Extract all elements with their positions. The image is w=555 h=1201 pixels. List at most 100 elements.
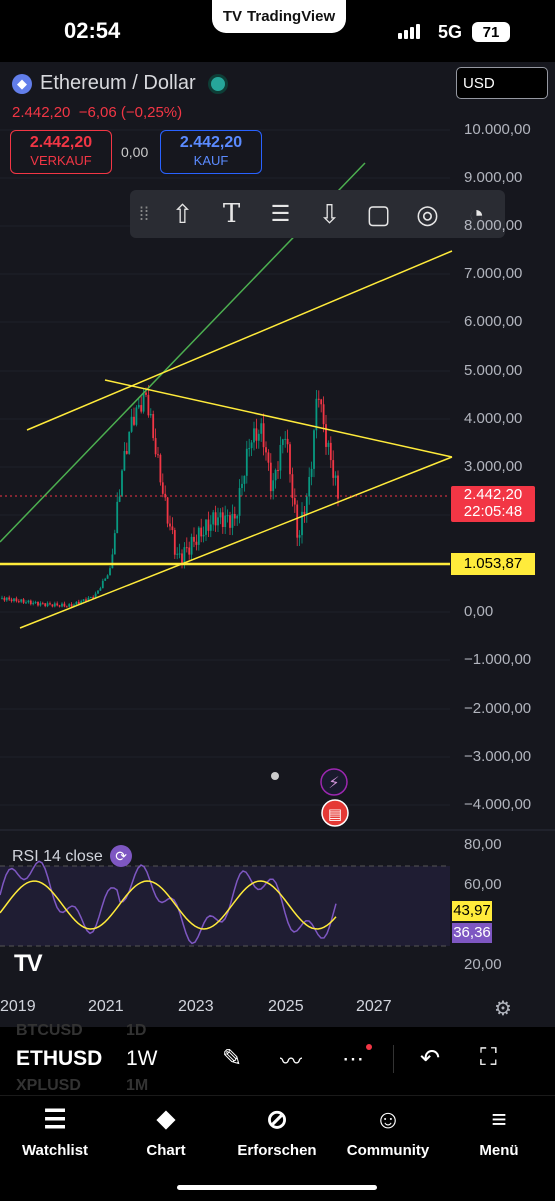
arrow-down-icon[interactable]: ⇩ [318,198,341,229]
candle-body [94,593,97,599]
candle-body [13,598,15,602]
candle-body [68,604,71,607]
price-chart[interactable]: ⚡ ▤ [0,62,555,1027]
text-tool-icon[interactable]: T [222,199,241,229]
candle-body [53,603,56,607]
nav-label: Community [346,1142,430,1159]
candle-body [327,442,330,447]
symbol-title[interactable]: Ethereum / Dollar [40,72,196,94]
spread-value: 0,00 [121,144,149,160]
price-axis-label: −4.000,00 [464,796,532,813]
fib-tool-icon[interactable]: ☰ [270,201,291,226]
candle-body [269,462,272,492]
nav-label: Menü [479,1142,519,1159]
nav-watchlist[interactable]: ☰ Watchlist [0,1100,110,1160]
candle-body [250,442,253,449]
candle-body [20,599,23,602]
symbol-below[interactable]: XPLUSD [16,1077,81,1094]
compass-icon: ⊘ [266,1103,288,1134]
more-icon[interactable]: ⋯ [342,1046,364,1071]
candle-body [236,515,239,519]
rsi-band [0,866,450,946]
undo-icon[interactable]: ↶ [420,1045,441,1072]
triangle-lower-line [19,456,453,629]
price-axis-label: −2.000,00 [464,700,532,717]
candle-body [29,600,32,605]
price-change: −6,06 (−0,25%) [78,104,183,121]
price-axis-label: −1.000,00 [464,651,532,668]
candle-body [212,512,215,525]
candle-body [171,526,174,531]
buy-label: KAUF [193,153,229,168]
settings-gear-icon[interactable]: ⚙ [494,998,512,1020]
circle-tool-icon[interactable]: ◎ [416,198,439,229]
triangle-upper-line [104,379,453,458]
currency-select[interactable]: USD [456,67,548,99]
buy-button[interactable]: 2.442,20 KAUF [160,130,262,174]
candle-body [97,590,99,594]
candles [1,385,339,608]
candle-body [46,603,49,607]
nav-community[interactable]: ☺ Community [333,1100,443,1160]
candle-body [34,602,37,604]
fullscreen-icon[interactable]: ⛶ [480,1044,497,1071]
candle-body [157,454,159,456]
candle-body [188,547,191,555]
candle-body [231,513,234,528]
candle-body [22,599,25,603]
candle-body [296,504,299,538]
candle-body [89,596,92,598]
indicators-icon[interactable]: 〰 [280,1049,303,1074]
signal-icon [398,24,420,39]
candle-body [197,527,200,545]
candle-body [185,547,188,549]
candle-body [308,476,311,497]
sell-button[interactable]: 2.442,20 VERKAUF [10,130,112,174]
drag-handle-icon[interactable]: ⁞⁞ [138,203,149,224]
refresh-icon[interactable]: ⟳ [110,845,133,867]
candle-body [219,512,222,518]
candle-body [99,588,102,591]
brush-icon[interactable]: ✎ [222,1045,243,1072]
arrow-up-icon[interactable]: ⇧ [171,198,194,229]
candle-body [332,460,335,478]
price-axis-label: 6.000,00 [464,313,523,330]
candle-body [293,498,296,505]
candle-body [229,515,231,528]
svg-text:⚡: ⚡ [328,773,339,792]
candle-body [140,405,143,412]
arc-tool-icon[interactable]: ◔ [468,198,485,229]
price-axis-label: −3.000,00 [464,748,532,765]
candle-body [315,398,318,431]
timeframe-above[interactable]: 1D [126,1022,147,1039]
tradingview-pill[interactable]: TV TradingView [212,0,346,33]
candle-body [17,601,20,603]
symbol-selector[interactable]: ETHUSD [16,1047,103,1070]
symbol-above[interactable]: BTCUSD [16,1022,83,1039]
upper-channel-line [26,250,453,431]
rsi-label[interactable]: RSI 14 close ⟳ [12,845,133,867]
last-price: 2.442,20 [12,104,71,121]
nav-label: Watchlist [21,1142,89,1159]
bottom-controls [0,1027,555,1095]
candle-body [190,536,193,555]
rectangle-tool-icon[interactable]: ▢ [366,198,391,229]
brand-name: TradingView [247,8,336,25]
candle-body [145,392,147,395]
candle-body [317,398,320,400]
candle-body [320,399,323,405]
candle-body [152,414,155,439]
nav-menü[interactable]: ≡ Menü [444,1100,554,1160]
candle-body [123,450,126,471]
candle-body [3,597,6,601]
timeframe-selector[interactable]: 1W [126,1047,158,1070]
candle-body [245,448,248,476]
nav-erforschen[interactable]: ⊘ Erforschen [222,1100,332,1160]
nav-chart[interactable]: ⬥ Chart [111,1100,221,1159]
timeframe-below[interactable]: 1M [126,1077,149,1094]
bottom-nav [0,1095,555,1201]
price-axis-label: 9.000,00 [464,169,523,186]
symbol-header[interactable]: ◆ Ethereum / Dollar [12,72,228,95]
candle-body [214,512,217,526]
candle-body [147,394,150,416]
